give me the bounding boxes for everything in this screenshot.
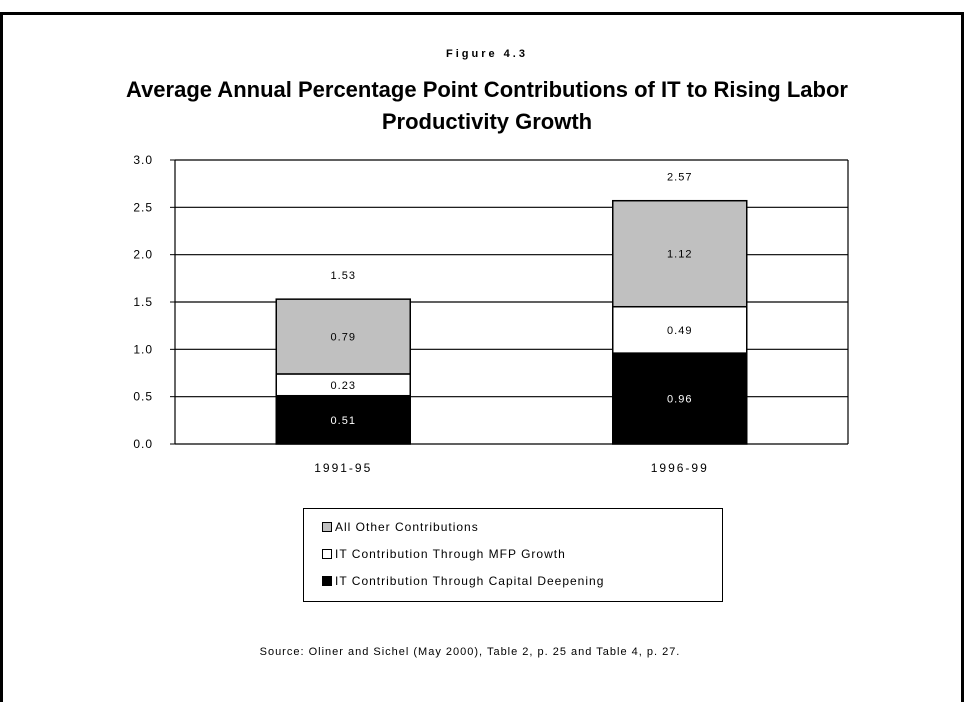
y-tick-label-3: 1.5 [133, 295, 153, 309]
legend-swatch-capital-deepening [322, 575, 332, 586]
total-label-1991-95: 1.53 [331, 270, 356, 282]
data-label-capital-deepening-1991-95: 0.51 [331, 415, 356, 427]
chart-title-text: Average Annual Percentage Point Contribu… [126, 77, 848, 134]
y-tick-label-6: 3.0 [133, 153, 153, 167]
data-label-mfp-growth-1996-99: 0.49 [667, 325, 692, 337]
bar-capital-deepening-1991-95 [275, 394, 411, 445]
data-label-capital-deepening-1996-99: 0.96 [667, 394, 692, 406]
legend-swatch-mfp-growth [322, 548, 332, 559]
chart-legend: All Other Contributions IT Contribution … [303, 508, 723, 602]
bar-mfp-growth-1996-99 [612, 305, 748, 354]
legend-swatch-all-other [322, 521, 332, 532]
x-category-label-1991-95: 1991-95 [314, 461, 372, 475]
x-category-label-1996-99: 1996-99 [651, 461, 709, 475]
y-tick-label-1: 0.5 [133, 390, 153, 404]
legend-item-mfp-growth: IT Contribution Through MFP Growth [304, 540, 722, 567]
data-label-mfp-growth-1991-95: 0.23 [331, 380, 356, 392]
legend-label-mfp-growth: IT Contribution Through MFP Growth [335, 546, 566, 561]
source-note: Source: Oliner and Sichel (May 2000), Ta… [259, 646, 681, 658]
y-tick-label-2: 1.0 [133, 342, 153, 356]
legend-label-all-other: All Other Contributions [335, 519, 479, 534]
data-label-all-other-1996-99: 1.12 [667, 249, 692, 261]
legend-item-capital-deepening: IT Contribution Through Capital Deepenin… [304, 567, 722, 594]
legend-label-capital-deepening: IT Contribution Through Capital Deepenin… [335, 573, 605, 588]
bar-all-other-1996-99 [612, 199, 748, 308]
y-tick-label-4: 2.0 [133, 248, 153, 262]
figure-label: Figure 4.3 [446, 48, 528, 60]
chart-title: Average Annual Percentage Point Contribu… [0, 74, 974, 138]
y-tick-label-5: 2.5 [133, 200, 153, 214]
total-label-1996-99: 2.57 [667, 172, 692, 184]
figure-frame [0, 12, 964, 702]
bar-all-other-1991-95 [275, 298, 411, 375]
legend-item-all-other: All Other Contributions [304, 513, 722, 540]
y-tick-label-0: 0.0 [133, 437, 153, 451]
data-label-all-other-1991-95: 0.79 [331, 332, 356, 344]
